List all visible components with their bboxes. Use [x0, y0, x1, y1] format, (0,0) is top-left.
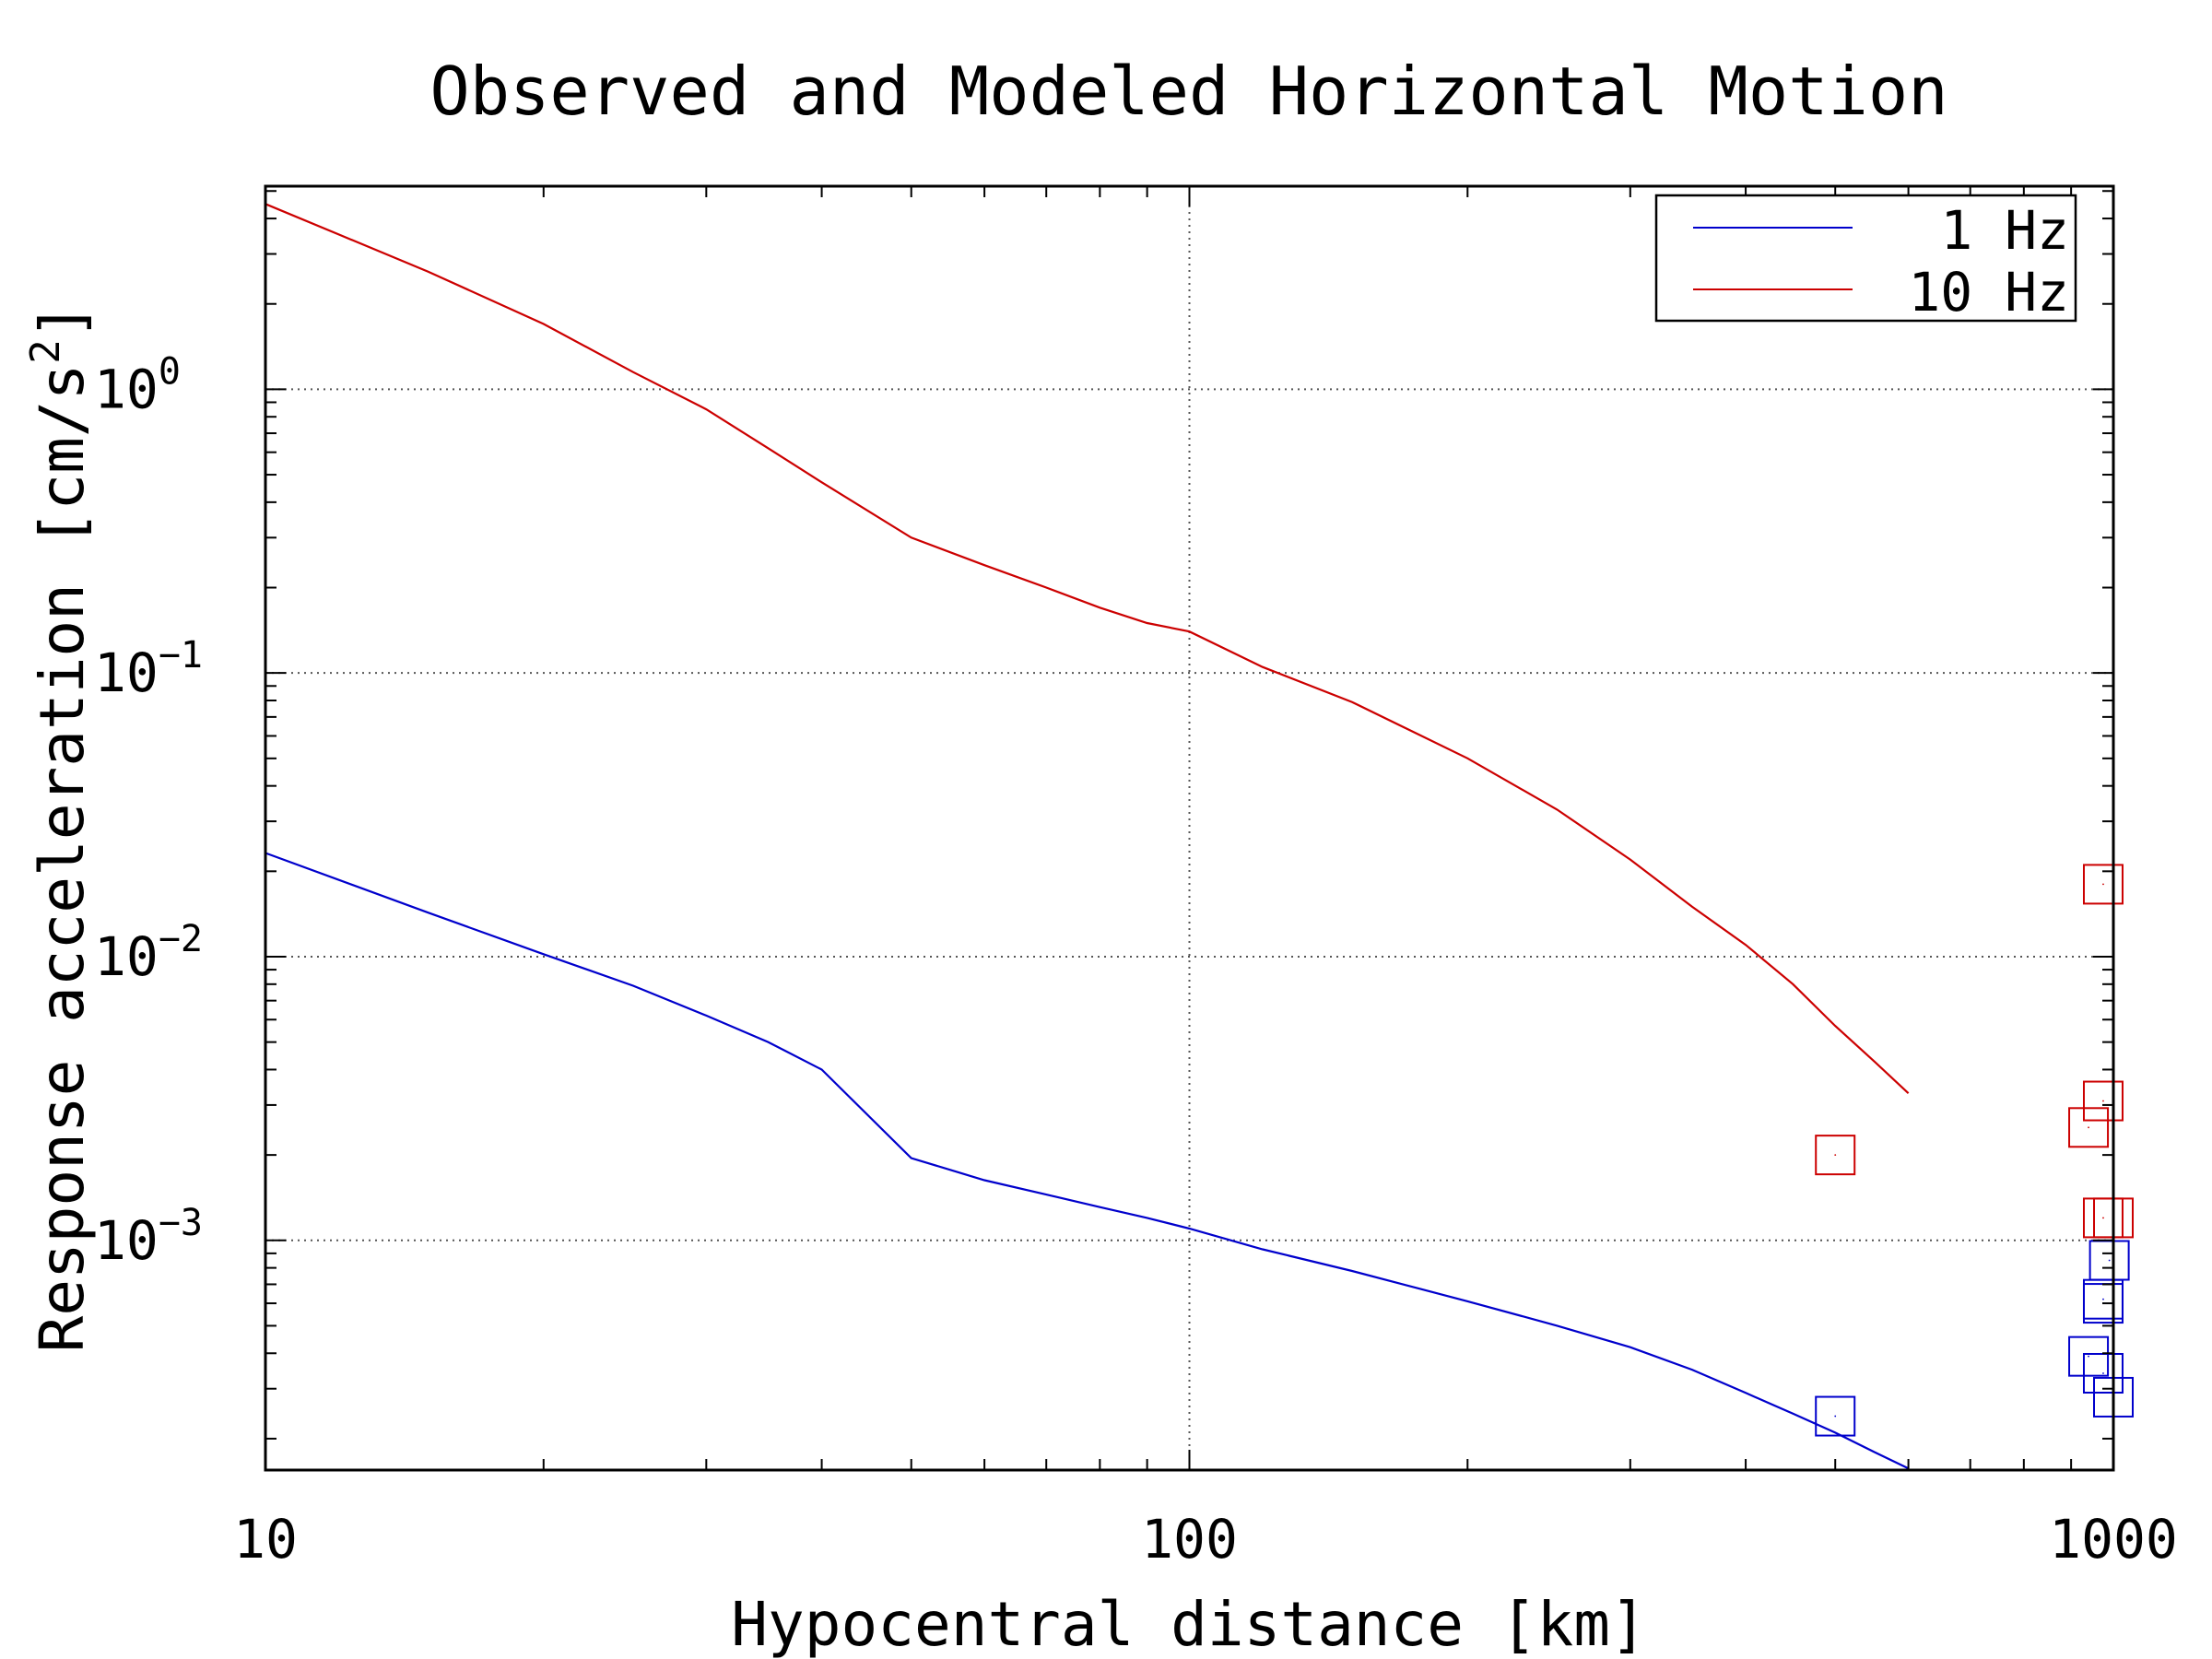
y-axis-label-main: Response acceleration [cm/s	[27, 364, 98, 1353]
observed-markers	[1815, 864, 2134, 1437]
series-line-1hz	[265, 852, 1910, 1470]
observed-point-center	[2102, 1298, 2104, 1300]
y-axis-label-superscript: 2	[22, 339, 69, 364]
x-tick-label: 10	[233, 1508, 298, 1571]
x-axis-label: Hypocentral distance [km]	[731, 1589, 1646, 1659]
legend-label-10hz: 10 Hz	[1908, 261, 2069, 324]
legend-label-1hz: 1 Hz	[1940, 199, 2069, 262]
series-layer	[265, 203, 1910, 1470]
observed-point-10hz	[2082, 1080, 2124, 1122]
observed-point-10hz	[2082, 864, 2124, 905]
y-tick-exponent: −1	[159, 634, 203, 677]
series-line-10hz	[265, 203, 1910, 1095]
observed-point-10hz	[1815, 1135, 1856, 1176]
y-tick-exponent: −2	[159, 918, 203, 960]
observed-point-center	[2102, 1217, 2104, 1219]
y-tick-label: 10−2	[94, 918, 203, 988]
y-tick-label: 100	[94, 350, 181, 420]
x-tick-label: 1000	[2049, 1508, 2178, 1571]
y-tick-base: 10	[94, 925, 159, 988]
observed-point-center	[1834, 1154, 1837, 1157]
observed-point-center	[1834, 1415, 1837, 1418]
y-tick-label: 10−1	[94, 634, 203, 704]
y-tick-exponent: 0	[159, 350, 181, 393]
observed-point-center	[2088, 1355, 2089, 1358]
chart-title: Observed and Modeled Horizontal Motion	[429, 53, 1947, 130]
y-axis-label-end: ]	[27, 302, 98, 339]
observed-point-center	[2102, 1100, 2104, 1102]
observed-point-center	[2102, 883, 2104, 886]
observed-point-center	[2102, 1372, 2104, 1374]
observed-point-center	[2088, 1126, 2089, 1129]
observed-point-center	[2108, 1259, 2111, 1262]
legend-box	[1654, 194, 2077, 323]
y-tick-label: 10−3	[94, 1202, 203, 1272]
y-tick-exponent: −3	[159, 1202, 203, 1244]
y-axis-label: Response acceleration [cm/s2]	[22, 302, 98, 1352]
axis-ticks	[265, 186, 2114, 1470]
y-tick-base: 10	[94, 358, 159, 420]
grid-lines	[265, 186, 2113, 1470]
legend: 1 Hz 10 Hz	[1654, 194, 2077, 324]
x-tick-label: 100	[1141, 1508, 1238, 1571]
observed-point-1hz	[1815, 1395, 1856, 1437]
observed-point-1hz	[2068, 1335, 2110, 1377]
y-tick-base: 10	[94, 641, 159, 704]
observed-point-10hz	[2068, 1107, 2110, 1148]
x-tick-labels: 10 100 1000	[233, 1508, 2178, 1571]
y-tick-base: 10	[94, 1209, 159, 1272]
